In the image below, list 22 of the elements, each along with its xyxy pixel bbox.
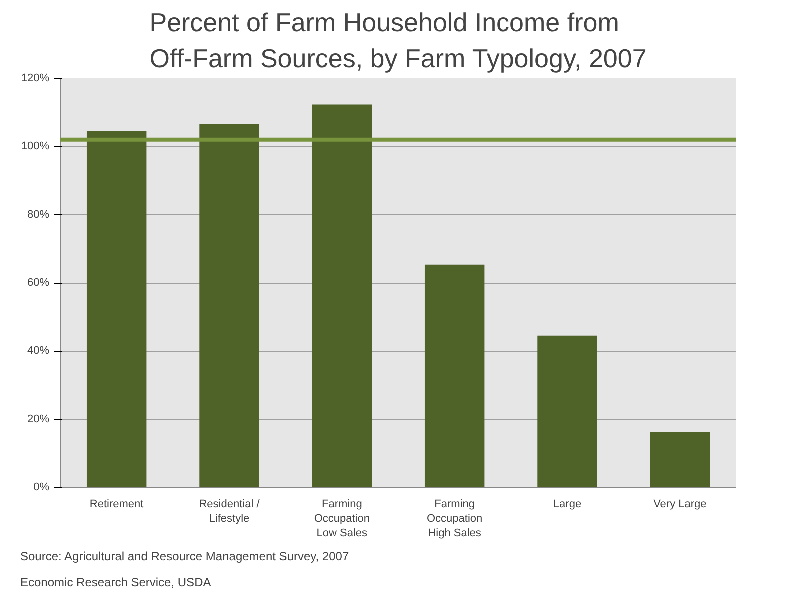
bar bbox=[538, 336, 598, 488]
y-tick-label: 40% bbox=[27, 345, 50, 358]
bar bbox=[650, 432, 710, 488]
y-tick-label: 80% bbox=[27, 208, 50, 221]
y-tick-label: 120% bbox=[21, 72, 50, 84]
bar bbox=[312, 104, 372, 488]
x-tick-label: Large bbox=[553, 498, 582, 510]
x-tick-label: Retirement bbox=[90, 498, 144, 510]
bar bbox=[86, 130, 147, 488]
y-tick-label: 20% bbox=[27, 413, 50, 426]
y-tick-label: 100% bbox=[21, 140, 50, 153]
x-tick-label: Very Large bbox=[654, 498, 707, 510]
y-tick-label: 60% bbox=[27, 277, 50, 289]
x-tick-label: Farming Occupation Low Sales bbox=[314, 498, 370, 540]
y-tick-label: 0% bbox=[34, 482, 50, 494]
chart-title: Percent of Farm Household Income from Off-Farm Sources, by Farm Typology, 2007 bbox=[150, 8, 647, 74]
x-tick-label: Residential / Lifestyle bbox=[199, 498, 261, 525]
source-note: Source: Agricultural and Resource Management Survey, 2007 bbox=[20, 550, 350, 564]
bar bbox=[200, 124, 260, 488]
x-tick-label: Farming Occupation High Sales bbox=[427, 498, 483, 540]
text: Economic Research Service, USDA bbox=[20, 576, 212, 590]
bar bbox=[424, 264, 485, 488]
